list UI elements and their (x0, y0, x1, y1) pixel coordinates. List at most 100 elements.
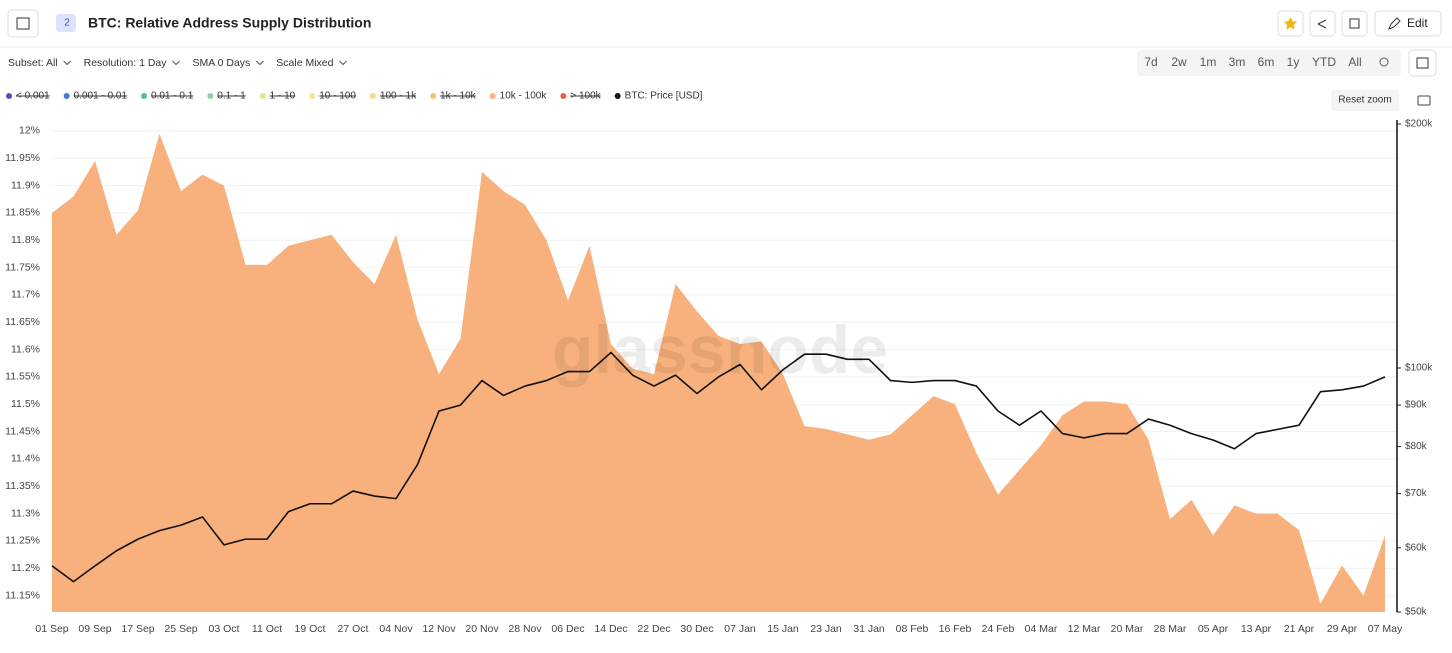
share-icon (1317, 19, 1327, 29)
y-tick-label: 11.95% (5, 152, 40, 164)
y-tick-label: 12% (19, 125, 40, 137)
legend-swatch (369, 93, 376, 99)
y-tick-label: 11.15% (5, 589, 40, 601)
plot (51, 130, 1397, 612)
x-tick-label: 07 May (1368, 623, 1403, 635)
range-button[interactable]: All (1348, 55, 1361, 69)
dropdown[interactable]: Subset: All (8, 57, 58, 69)
y2-tick-label: $100k (1405, 363, 1433, 374)
x-tick-label: 23 Jan (810, 623, 842, 635)
x-tick-label: 28 Mar (1154, 623, 1187, 635)
range-button[interactable]: YTD (1312, 55, 1336, 69)
y-tick-label: 11.85% (5, 207, 40, 219)
dropdown[interactable]: Resolution: 1 Day (84, 57, 168, 69)
x-tick-label: 22 Dec (637, 623, 670, 635)
x-tick-label: 31 Jan (853, 623, 885, 635)
y-tick-label: 11.6% (11, 343, 40, 355)
y-tick-label: 11.9% (11, 179, 40, 191)
x-tick-label: 11 Oct (252, 623, 282, 635)
copy-icon (1349, 18, 1360, 29)
reset-zoom-button[interactable] (1331, 90, 1399, 111)
dropdown-caret (255, 60, 264, 66)
x-tick-label: 28 Nov (508, 623, 542, 635)
legend-swatch (430, 93, 437, 99)
legend-swatch (309, 93, 316, 99)
star-icon (1283, 17, 1298, 30)
y-tick-label: 11.25% (5, 535, 40, 547)
x-tick-label: 17 Sep (121, 623, 154, 635)
legend-item[interactable]: BTC: Price [USD] (625, 91, 703, 102)
area (52, 133, 1385, 612)
badge: 2 (64, 18, 70, 29)
x-tick-label: 14 Dec (594, 623, 627, 635)
edit-icon (1388, 17, 1401, 30)
watermark: glassnode (552, 312, 888, 388)
y2-tick-label: $90k (1405, 400, 1428, 411)
x-tick-label: 19 Oct (295, 623, 326, 635)
legend-swatch (489, 93, 496, 99)
x-tick-label: 16 Feb (939, 623, 972, 635)
x-tick-label: 20 Mar (1111, 623, 1144, 635)
range-button[interactable]: 2w (1171, 55, 1187, 69)
legend-swatch (207, 93, 214, 99)
price-line (51, 351, 1386, 583)
y-tick-label: 11.8% (11, 234, 40, 246)
x-tick-label: 12 Mar (1068, 623, 1101, 635)
y2-tick-label: $70k (1405, 488, 1428, 499)
sidebar-icon (16, 17, 30, 30)
zoom-icon (1379, 57, 1389, 67)
copy-button[interactable] (1341, 10, 1368, 37)
x-tick-label: 06 Dec (551, 623, 584, 635)
badge-bg (56, 14, 76, 32)
x-tick-label: 20 Nov (465, 623, 499, 635)
legend-swatch (141, 93, 148, 99)
calendar-button[interactable] (1408, 49, 1437, 77)
y-tick-label: 11.35% (5, 480, 40, 492)
y2-tick-label: $200k (1405, 119, 1433, 130)
x-tick-label: 04 Mar (1025, 623, 1058, 635)
camera-icon[interactable] (1417, 95, 1431, 106)
y-tick-label: 11.65% (5, 316, 40, 328)
y2-tick-label: $80k (1405, 441, 1428, 452)
dropdown-caret (63, 60, 71, 66)
x-tick-label: 21 Apr (1284, 623, 1315, 635)
range-button[interactable]: 1y (1287, 55, 1300, 69)
range-bar (1137, 50, 1401, 76)
edit-button[interactable] (1374, 10, 1442, 37)
range-button[interactable]: 3m (1229, 55, 1246, 69)
x-tick-label: 15 Jan (767, 623, 799, 635)
dropdown[interactable]: SMA 0 Days (193, 57, 251, 69)
x-tick-label: 27 Oct (338, 623, 369, 635)
sidebar-button[interactable] (7, 9, 39, 38)
dropdown[interactable]: Scale Mixed (276, 57, 333, 69)
title: BTC: Relative Address Supply Distributio… (88, 15, 371, 31)
x-tick-label: 12 Nov (422, 623, 456, 635)
x-tick-label: 24 Feb (982, 623, 1015, 635)
legend-swatch (259, 93, 266, 99)
range-button[interactable]: 7d (1144, 55, 1157, 69)
y-tick-label: 11.3% (11, 507, 40, 519)
x-tick-label: 29 Apr (1327, 623, 1358, 635)
x-tick-label: 03 Oct (209, 623, 240, 635)
share-button[interactable] (1309, 10, 1336, 37)
legend-item[interactable]: 10k - 100k (500, 91, 548, 102)
legend-swatch (6, 93, 12, 99)
x-tick-label: 08 Feb (896, 623, 929, 635)
y-tick-label: 11.5% (11, 398, 40, 410)
dropdown-caret (339, 60, 347, 66)
dropdown-caret (172, 60, 180, 66)
x-tick-label: 05 Apr (1198, 623, 1229, 635)
x-tick-label: 01 Sep (35, 623, 68, 635)
range-button[interactable]: 1m (1200, 55, 1217, 69)
x-tick-label: 07 Jan (724, 623, 756, 635)
legend-swatch (614, 93, 621, 99)
y-tick-label: 11.7% (11, 289, 40, 301)
x-tick-label: 13 Apr (1241, 623, 1272, 635)
y-tick-label: 11.45% (5, 425, 40, 437)
edit-label: Edit (1407, 16, 1428, 30)
range-button[interactable]: 6m (1258, 55, 1275, 69)
legend-swatch (63, 93, 70, 99)
x-tick-label: 09 Sep (78, 623, 111, 635)
x-tick-label: 30 Dec (680, 623, 713, 635)
